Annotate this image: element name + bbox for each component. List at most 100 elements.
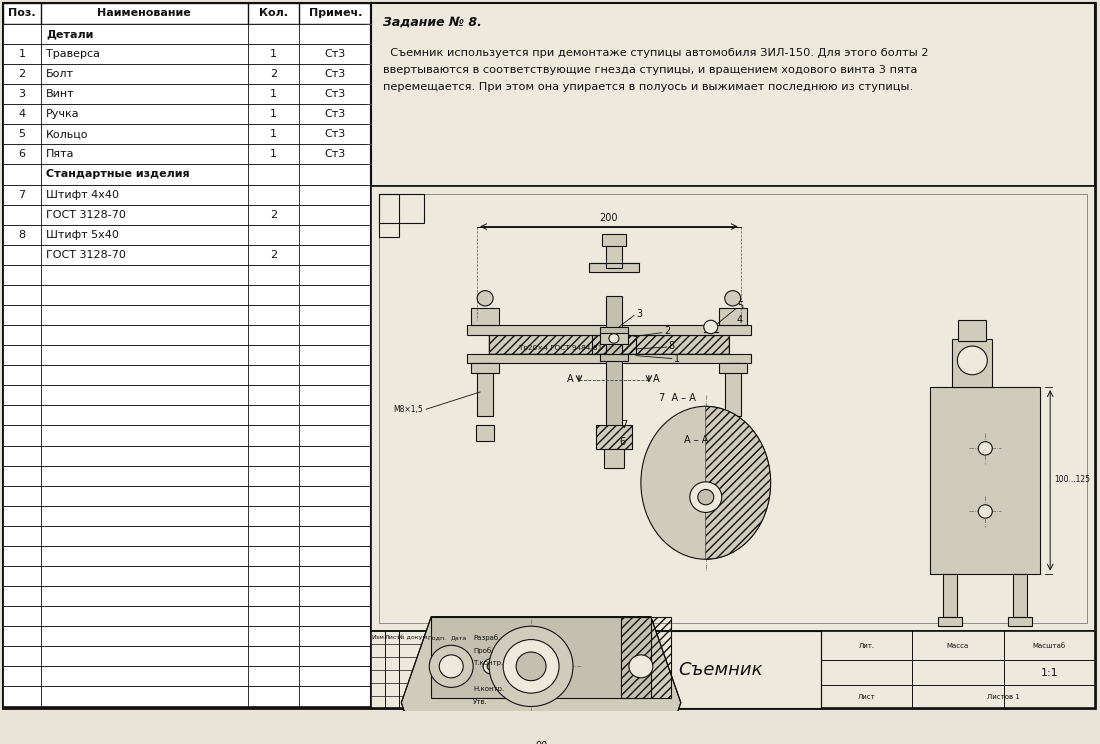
- Bar: [3, 225, 372, 245]
- Text: Т.контр.: Т.контр.: [473, 660, 504, 666]
- Text: Наименование: Наименование: [98, 8, 191, 19]
- Text: 1: 1: [270, 129, 277, 139]
- Text: А: А: [566, 373, 573, 384]
- Text: 1: 1: [270, 150, 277, 159]
- Text: Съемник используется при демонтаже ступицы автомобиля ЗИЛ-150. Для этого болты 2: Съемник используется при демонтаже ступи…: [383, 48, 928, 57]
- Text: 8: 8: [669, 341, 675, 351]
- Bar: [3, 84, 372, 104]
- Text: Н.контр.: Н.контр.: [473, 686, 505, 692]
- Bar: [718, 363, 747, 373]
- Bar: [958, 320, 987, 341]
- Text: Проб.: Проб.: [473, 647, 494, 654]
- Bar: [3, 345, 372, 365]
- Bar: [3, 586, 372, 606]
- Text: № докум.: № докум.: [398, 635, 429, 641]
- Text: 7: 7: [620, 420, 627, 431]
- Bar: [3, 606, 372, 626]
- Text: Ручка: Ручка: [46, 109, 79, 119]
- Bar: [938, 617, 962, 626]
- Bar: [3, 205, 372, 225]
- Text: 5: 5: [19, 129, 25, 139]
- Bar: [3, 466, 372, 486]
- Bar: [3, 185, 372, 205]
- Bar: [372, 631, 1096, 708]
- Text: Тр20×4 ГОСТ 9484-81: Тр20×4 ГОСТ 9484-81: [519, 345, 603, 351]
- Bar: [3, 426, 372, 446]
- Text: 8: 8: [19, 230, 25, 240]
- Bar: [588, 263, 639, 272]
- Text: 2: 2: [270, 210, 277, 219]
- Bar: [3, 546, 372, 566]
- Bar: [602, 234, 626, 246]
- Bar: [431, 617, 651, 698]
- Text: 2: 2: [270, 69, 277, 79]
- Text: Лит.: Лит.: [858, 643, 874, 649]
- Bar: [468, 353, 750, 363]
- Text: Ст3: Ст3: [324, 109, 346, 119]
- Text: Изм.: Изм.: [371, 635, 386, 640]
- Text: А: А: [653, 373, 660, 384]
- Bar: [379, 194, 1087, 623]
- Text: Поз.: Поз.: [8, 8, 36, 19]
- Text: Ст3: Ст3: [324, 129, 346, 139]
- Bar: [3, 506, 372, 526]
- Bar: [476, 426, 494, 440]
- Bar: [3, 365, 372, 385]
- Circle shape: [704, 320, 718, 333]
- Bar: [3, 124, 372, 144]
- Text: 5: 5: [737, 301, 742, 311]
- Bar: [372, 187, 1096, 631]
- Text: ГОСТ 3128-70: ГОСТ 3128-70: [46, 250, 125, 260]
- Circle shape: [725, 291, 740, 306]
- Bar: [477, 363, 493, 416]
- Bar: [3, 526, 372, 546]
- Circle shape: [490, 626, 573, 707]
- Bar: [3, 104, 372, 124]
- Text: 3: 3: [636, 309, 642, 318]
- Circle shape: [629, 655, 653, 678]
- Bar: [604, 449, 624, 469]
- Bar: [3, 265, 372, 285]
- Text: Стандартные изделия: Стандартные изделия: [46, 170, 189, 179]
- Text: ГОСТ 3128-70: ГОСТ 3128-70: [46, 210, 125, 219]
- Ellipse shape: [641, 406, 771, 559]
- Circle shape: [483, 658, 499, 674]
- Bar: [490, 335, 728, 353]
- Circle shape: [690, 482, 722, 513]
- Text: Траверса: Траверса: [46, 49, 100, 59]
- Text: 6: 6: [619, 437, 625, 446]
- Text: 2: 2: [664, 326, 670, 336]
- Text: Листов 1: Листов 1: [987, 694, 1020, 700]
- Bar: [600, 333, 628, 344]
- Text: А – А: А – А: [684, 434, 708, 445]
- Bar: [931, 387, 1041, 574]
- Bar: [592, 335, 636, 353]
- Text: 3: 3: [19, 89, 25, 99]
- Bar: [3, 164, 372, 185]
- Text: Винт: Винт: [46, 89, 75, 99]
- Text: 6: 6: [19, 150, 25, 159]
- Text: Утв.: Утв.: [473, 699, 488, 705]
- Bar: [471, 363, 499, 373]
- Circle shape: [697, 490, 714, 504]
- Text: 1: 1: [674, 354, 680, 365]
- Text: перемещается. При этом она упирается в полуось и выжимает последнюю из ступицы.: перемещается. При этом она упирается в п…: [383, 82, 913, 92]
- Bar: [471, 631, 521, 708]
- Bar: [471, 308, 499, 325]
- Bar: [1013, 574, 1027, 617]
- Bar: [3, 647, 372, 667]
- Text: 4: 4: [19, 109, 25, 119]
- Text: Подп.: Подп.: [428, 635, 447, 640]
- Text: Разраб.: Разраб.: [473, 634, 500, 641]
- Text: Ст3: Ст3: [324, 89, 346, 99]
- Circle shape: [477, 291, 493, 306]
- Text: Задание № 8.: Задание № 8.: [383, 16, 482, 28]
- Circle shape: [439, 655, 463, 678]
- Circle shape: [978, 504, 992, 518]
- Text: 100...125: 100...125: [1054, 475, 1090, 484]
- Text: 1: 1: [270, 49, 277, 59]
- Text: 90: 90: [535, 741, 547, 744]
- Bar: [3, 667, 372, 687]
- Bar: [372, 3, 1096, 708]
- Text: 1: 1: [19, 49, 25, 59]
